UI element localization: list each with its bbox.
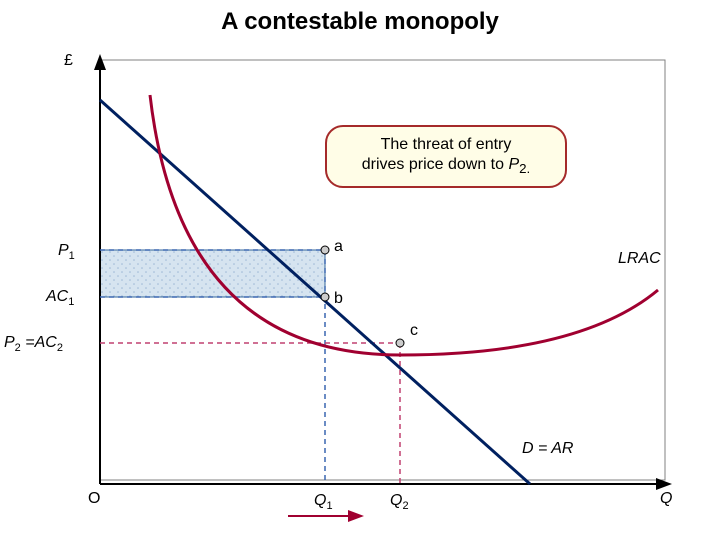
slide-title: A contestable monopoly: [0, 8, 720, 36]
point-a: [321, 246, 329, 254]
x-axis-label: Q: [660, 490, 672, 508]
point-c: [396, 339, 404, 347]
point-label-c: c: [410, 322, 418, 340]
demand-label: D = AR: [522, 440, 573, 458]
y-axis-label: £: [64, 52, 73, 70]
lrac-label: LRAC: [618, 250, 661, 268]
origin-label: O: [88, 490, 100, 508]
y-tick-label: P1: [58, 242, 75, 262]
x-tick-label: Q2: [390, 492, 409, 512]
callout-symbol: P: [508, 156, 519, 173]
x-tick-label: Q1: [314, 492, 333, 512]
y-tick-label: AC1: [46, 288, 74, 308]
callout-box: The threat of entry drives price down to…: [325, 125, 567, 188]
point-label-a: a: [334, 238, 343, 256]
callout-sub: 2.: [519, 161, 530, 176]
point-b: [321, 293, 329, 301]
point-label-b: b: [334, 290, 343, 308]
callout-line1: The threat of entry: [381, 136, 512, 153]
chart-svg: [60, 50, 680, 530]
chart-area: £ Q O LRAC D = AR P1AC1P2 =AC2 Q1Q2 abc …: [60, 50, 680, 500]
y-tick-label: P2 =AC2: [4, 334, 63, 354]
callout-line2-prefix: drives price down to: [362, 156, 509, 173]
